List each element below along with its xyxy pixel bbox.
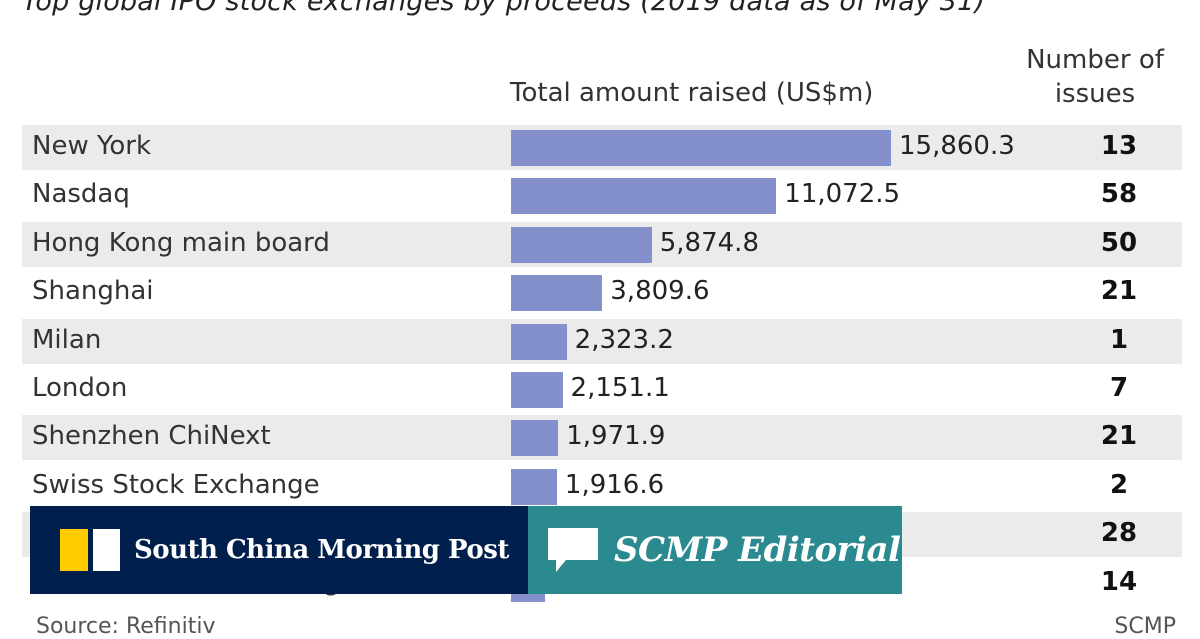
brand-name: South China Morning Post <box>134 535 509 565</box>
issues-value-label: 7 <box>1109 373 1129 403</box>
issues-value-label: 21 <box>1100 421 1138 452</box>
credit-note: SCMP <box>1114 614 1176 639</box>
table-row: Shenzhen ChiNext 1,971.9 21 <box>22 415 1182 461</box>
amount-bar <box>511 275 603 312</box>
table-row: Milan 2,323.2 1 <box>22 318 1182 364</box>
table-row: Swiss Stock Exchange 1,916.6 2 <box>22 464 1182 509</box>
amount-bar <box>511 468 557 505</box>
category-label: Nasdaq <box>32 179 130 210</box>
amount-value-label: 11,072.5 <box>784 179 901 210</box>
amount-bar <box>511 130 891 166</box>
issues-value-label: 28 <box>1100 518 1138 549</box>
amount-bar <box>511 323 567 360</box>
amount-bar <box>511 372 563 408</box>
issues-value-label: 2 <box>1109 469 1129 500</box>
amount-value-label: 2,323.2 <box>574 324 674 355</box>
scmp-brand-banner[interactable]: South China Morning Post <box>30 506 528 594</box>
logo-yellow-block <box>60 529 88 571</box>
category-label: Shanghai <box>32 276 154 307</box>
amount-bar <box>511 226 652 263</box>
category-label: Hong Kong main board <box>32 227 330 258</box>
amount-value-label: 1,916.6 <box>564 469 665 500</box>
amount-column-header: Total amount raised (US$m) <box>510 78 874 108</box>
chart-title: Top global IPO stock exchanges by procee… <box>22 0 986 17</box>
amount-bar <box>511 178 777 215</box>
amount-value-label: 2,151.1 <box>570 373 670 403</box>
category-label: Swiss Stock Exchange <box>32 469 320 500</box>
category-label: New York <box>32 131 152 161</box>
category-label: Shenzhen ChiNext <box>32 421 271 452</box>
table-row: Nasdaq 11,072.5 58 <box>22 173 1182 218</box>
table-row: Hong Kong main board 5,874.8 50 <box>22 221 1182 267</box>
issues-value-label: 50 <box>1100 227 1138 258</box>
issues-value-label: 58 <box>1100 179 1138 210</box>
speech-bubble-icon <box>548 528 598 572</box>
issues-value-label: 21 <box>1100 276 1138 307</box>
issues-header-line1: Number of <box>1026 45 1164 75</box>
scmp-editorial-banner[interactable]: SCMP Editorial <box>528 506 902 594</box>
category-label: Milan <box>32 324 102 355</box>
amount-value-label: 5,874.8 <box>659 227 759 258</box>
editorial-label: SCMP Editorial <box>614 530 901 570</box>
table-row: Shanghai 3,809.6 21 <box>22 270 1182 315</box>
scmp-logo-icon <box>60 529 120 571</box>
amount-value-label: 1,971.9 <box>566 421 666 452</box>
issues-header-line2: issues <box>1054 79 1136 109</box>
amount-value-label: 15,860.3 <box>899 131 1015 161</box>
issues-value-label: 14 <box>1100 566 1138 597</box>
table-row: London 2,151.1 7 <box>22 367 1182 412</box>
source-note: Source: Refinitiv <box>36 614 216 639</box>
issues-value-label: 1 <box>1109 324 1129 355</box>
category-label: London <box>32 373 128 403</box>
table-row: New York 15,860.3 13 <box>22 125 1182 170</box>
amount-bar <box>511 420 559 457</box>
logo-white-block <box>92 529 120 571</box>
issues-value-label: 13 <box>1100 131 1138 161</box>
amount-value-label: 3,809.6 <box>610 276 710 307</box>
issues-column-header: Number of issues <box>1010 43 1180 111</box>
